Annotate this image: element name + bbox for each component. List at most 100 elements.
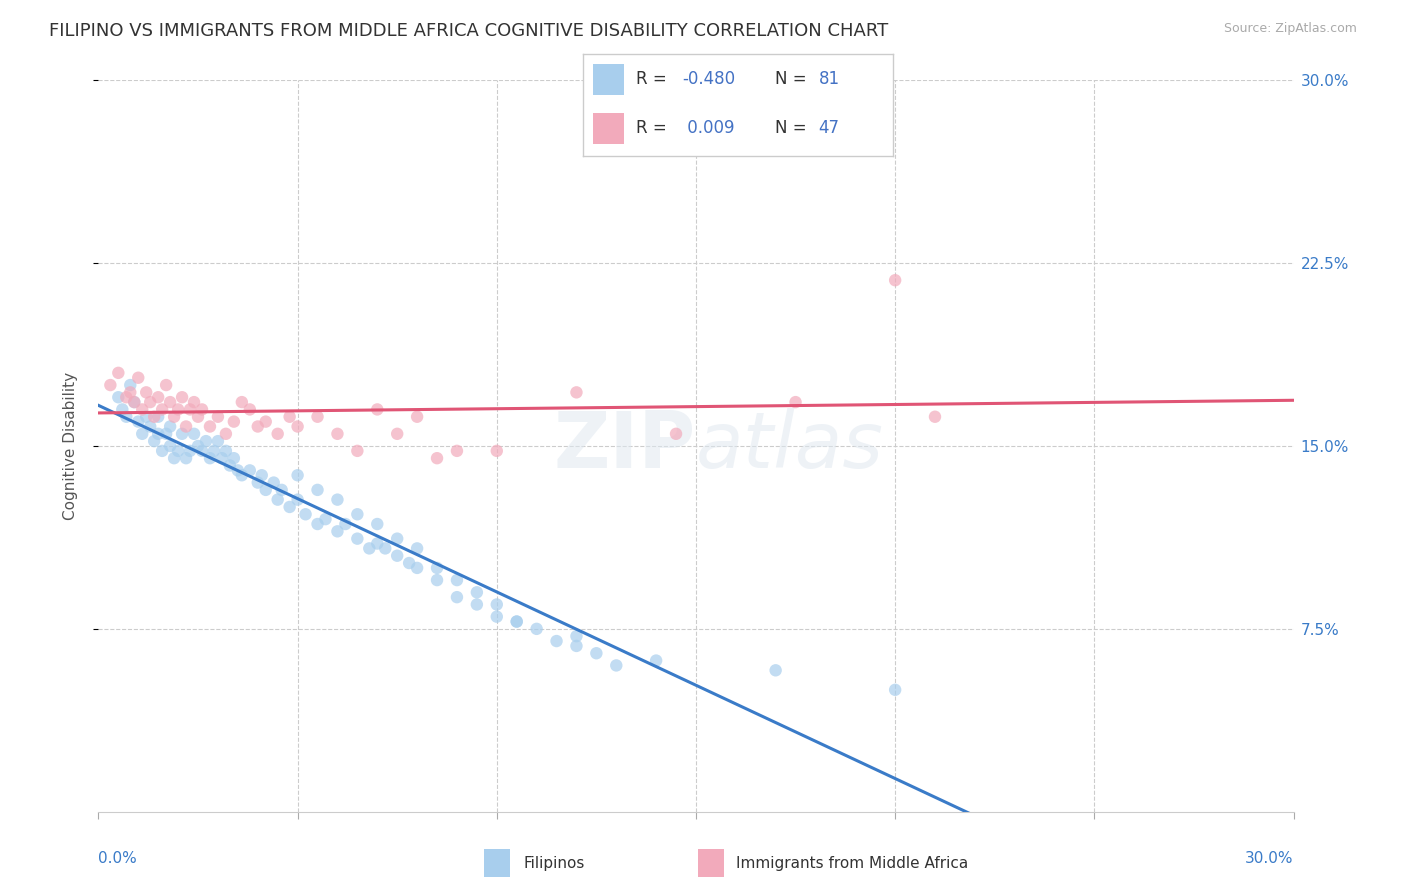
- Point: [366, 536, 388, 550]
- Point: [506, 615, 529, 629]
- Point: [135, 385, 157, 400]
- Point: [546, 634, 568, 648]
- Point: [115, 390, 138, 404]
- Point: [120, 378, 142, 392]
- Point: [98, 378, 122, 392]
- Point: [115, 409, 138, 424]
- Point: [385, 532, 409, 546]
- Point: [198, 419, 221, 434]
- Point: [215, 426, 238, 441]
- Point: [163, 409, 186, 424]
- Point: [426, 451, 449, 466]
- Point: [120, 385, 142, 400]
- Point: [465, 598, 488, 612]
- Bar: [697, 849, 724, 877]
- Point: [127, 370, 149, 384]
- Point: [485, 609, 508, 624]
- Point: [346, 508, 368, 522]
- Point: [191, 443, 214, 458]
- Text: N =: N =: [775, 70, 807, 87]
- Point: [124, 395, 146, 409]
- Point: [326, 524, 349, 539]
- Text: 0.0%: 0.0%: [98, 851, 138, 865]
- Point: [139, 395, 162, 409]
- Point: [179, 443, 201, 458]
- Text: FILIPINO VS IMMIGRANTS FROM MIDDLE AFRICA COGNITIVE DISABILITY CORRELATION CHART: FILIPINO VS IMMIGRANTS FROM MIDDLE AFRIC…: [49, 22, 889, 40]
- Point: [150, 443, 173, 458]
- Text: atlas: atlas: [696, 408, 884, 484]
- Point: [207, 434, 229, 449]
- Point: [107, 390, 129, 404]
- Point: [135, 409, 157, 424]
- Point: [565, 639, 588, 653]
- Point: [231, 468, 253, 483]
- Point: [446, 590, 468, 604]
- Point: [195, 434, 218, 449]
- Point: [167, 443, 190, 458]
- Point: [246, 475, 269, 490]
- Point: [565, 385, 588, 400]
- Point: [765, 663, 787, 677]
- Point: [294, 508, 316, 522]
- Point: [163, 451, 186, 466]
- Text: 0.009: 0.009: [682, 119, 735, 136]
- Point: [155, 378, 177, 392]
- Text: -0.480: -0.480: [682, 70, 735, 87]
- Text: 47: 47: [818, 119, 839, 136]
- Point: [148, 390, 170, 404]
- Point: [174, 419, 197, 434]
- Point: [131, 402, 153, 417]
- Point: [346, 532, 368, 546]
- Point: [215, 443, 238, 458]
- Point: [263, 475, 285, 490]
- Point: [359, 541, 381, 556]
- Point: [267, 426, 290, 441]
- Point: [406, 541, 429, 556]
- Point: [326, 492, 349, 507]
- Point: [254, 483, 277, 497]
- Point: [565, 629, 588, 643]
- Point: [385, 549, 409, 563]
- Point: [148, 409, 170, 424]
- Point: [645, 654, 668, 668]
- Point: [155, 426, 177, 441]
- Text: 81: 81: [818, 70, 839, 87]
- Point: [287, 419, 309, 434]
- Point: [139, 419, 162, 434]
- Point: [124, 395, 146, 409]
- Point: [159, 395, 181, 409]
- Point: [198, 451, 221, 466]
- Point: [207, 409, 229, 424]
- Point: [924, 409, 946, 424]
- Point: [307, 409, 329, 424]
- Bar: [593, 64, 624, 95]
- Point: [446, 573, 468, 587]
- Point: [307, 483, 329, 497]
- Point: [270, 483, 292, 497]
- Point: [485, 443, 508, 458]
- Text: Immigrants from Middle Africa: Immigrants from Middle Africa: [737, 855, 969, 871]
- Point: [179, 402, 201, 417]
- Point: [526, 622, 548, 636]
- Point: [267, 492, 290, 507]
- Text: R =: R =: [636, 119, 666, 136]
- Point: [143, 409, 166, 424]
- Point: [278, 500, 301, 514]
- Point: [665, 426, 688, 441]
- Point: [191, 402, 214, 417]
- Text: Source: ZipAtlas.com: Source: ZipAtlas.com: [1223, 22, 1357, 36]
- Point: [426, 561, 449, 575]
- Point: [335, 516, 357, 531]
- Point: [107, 366, 129, 380]
- Point: [605, 658, 627, 673]
- Point: [346, 443, 368, 458]
- Point: [506, 615, 529, 629]
- Point: [222, 415, 245, 429]
- Point: [366, 516, 388, 531]
- Point: [785, 395, 807, 409]
- Point: [246, 419, 269, 434]
- Point: [187, 439, 209, 453]
- Point: [254, 415, 277, 429]
- Text: 30.0%: 30.0%: [1246, 851, 1294, 865]
- Point: [585, 646, 607, 660]
